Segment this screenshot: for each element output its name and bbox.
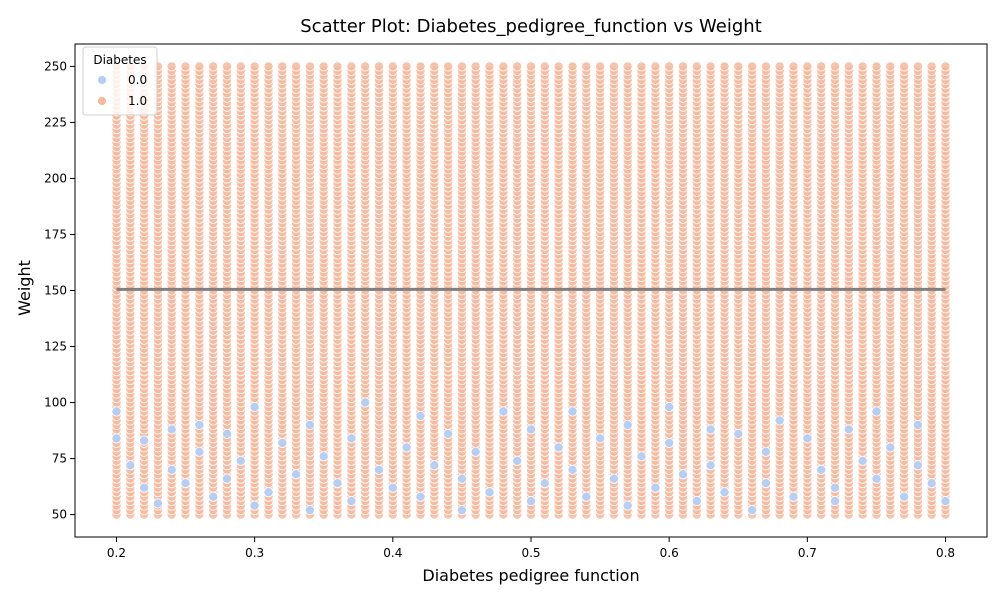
data-point — [346, 61, 357, 72]
data-point — [443, 61, 454, 72]
data-point — [760, 61, 771, 72]
data-point — [304, 61, 315, 72]
data-point — [774, 61, 785, 72]
data-point — [470, 61, 481, 72]
data-point — [733, 61, 744, 72]
data-point — [166, 61, 177, 72]
data-point — [526, 61, 537, 72]
data-point — [263, 61, 274, 72]
data-point — [415, 61, 426, 72]
data-point — [636, 61, 647, 72]
data-point — [221, 61, 232, 72]
data-point — [456, 61, 467, 72]
data-point — [318, 61, 329, 72]
data-point — [539, 61, 550, 72]
data-point — [581, 61, 592, 72]
data-point — [332, 61, 343, 72]
data-point — [401, 61, 412, 72]
data-point — [360, 61, 371, 72]
data-point — [650, 61, 661, 72]
data-point — [194, 61, 205, 72]
data-point — [512, 61, 523, 72]
data-point — [180, 61, 191, 72]
data-point — [622, 61, 633, 72]
data-point — [595, 61, 606, 72]
data-point — [553, 61, 564, 72]
data-point — [235, 61, 246, 72]
data-point — [608, 61, 619, 72]
data-point — [208, 61, 219, 72]
data-point — [387, 61, 398, 72]
data-point — [429, 61, 440, 72]
data-point — [498, 61, 509, 72]
data-point — [249, 61, 260, 72]
data-point — [277, 61, 288, 72]
data-point — [373, 61, 384, 72]
data-point — [747, 61, 758, 72]
data-point — [719, 61, 730, 72]
data-point — [567, 61, 578, 72]
data-point — [664, 61, 675, 72]
data-point — [484, 61, 495, 72]
data-point — [678, 61, 689, 72]
data-point — [705, 61, 716, 72]
data-point — [691, 61, 702, 72]
data-point — [291, 61, 302, 72]
